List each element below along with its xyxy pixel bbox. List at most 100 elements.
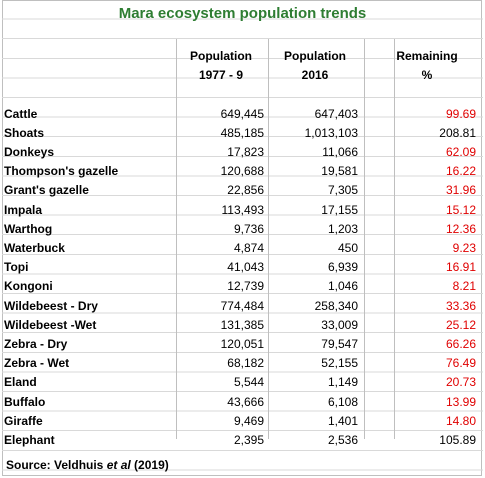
remaining-percent: 13.99 [445,394,476,409]
remaining-percent: 25.12 [445,317,476,332]
species-name: Eland [4,375,37,390]
table-row: Topi 41,043 6,939 16.91 [0,258,481,277]
population-1977: 649,445 [220,106,264,121]
population-2016: 7,305 [327,183,358,198]
population-1977: 12,739 [227,279,264,294]
population-1977: 41,043 [227,260,264,275]
source-citation: Source: Veldhuis et al (2019) [6,458,169,472]
population-1977: 485,185 [220,125,264,140]
population-1977: 120,051 [220,336,264,351]
table-row: Wildebeest -Wet 131,385 33,009 25.12 [0,315,481,334]
population-1977: 113,493 [221,202,265,217]
header-percent: % [421,67,433,82]
header-row-2: 1977 - 9 2016 % [0,65,481,84]
species-name: Elephant [4,432,55,447]
header-row-1: Population Population Remaining [0,46,481,65]
population-1977: 120,688 [220,164,264,179]
remaining-percent: 9.23 [452,240,476,255]
population-2016: 33,009 [321,317,358,332]
source-prefix: Source: Veldhuis [6,458,107,472]
population-1977: 9,736 [233,221,264,236]
population-2016: 52,155 [321,356,358,371]
remaining-percent: 208.81 [439,125,476,140]
species-name: Shoats [4,125,45,140]
table-row: Wildebeest - Dry 774,484 258,340 33.36 [0,296,481,315]
header-year-2016: 2016 [301,67,329,82]
table-row: Zebra - Dry 120,051 79,547 66.26 [0,334,481,353]
population-2016: 17,155 [321,202,358,217]
population-2016: 1,149 [327,375,358,390]
species-name: Impala [4,202,43,217]
remaining-percent: 8.21 [452,279,476,294]
remaining-percent: 15.12 [445,202,476,217]
population-2016: 258,340 [314,298,358,313]
population-2016: 2,536 [327,432,358,447]
remaining-percent: 20.73 [445,375,476,390]
population-1977: 2,395 [233,432,264,447]
population-2016: 11,066 [322,144,358,159]
table-row: Eland 5,544 1,149 20.73 [0,373,481,392]
population-2016: 647,403 [314,106,358,121]
species-name: Buffalo [4,394,46,409]
remaining-percent: 66.26 [445,336,476,351]
table-row: Thompson's gazelle 120,688 19,581 16.22 [0,162,481,181]
population-1977: 774,484 [220,298,264,313]
remaining-percent: 31.96 [445,183,476,198]
species-name: Topi [4,260,29,275]
table-row: Buffalo 43,666 6,108 13.99 [0,392,481,411]
remaining-percent: 14.80 [445,413,476,428]
column-divider [268,39,269,439]
table-row: Warthog 9,736 1,203 12.36 [0,219,481,238]
table-row: Elephant 2,395 2,536 105.89 [0,430,481,449]
population-1977: 4,874 [233,240,264,255]
column-divider [394,39,395,439]
remaining-percent: 16.91 [445,260,476,275]
remaining-percent: 33.36 [445,298,476,313]
header-remaining: Remaining [396,48,458,63]
column-divider [176,39,177,439]
table-row: Cattle 649,445 647,403 99.69 [0,104,481,123]
remaining-percent: 16.22 [445,164,476,179]
population-2016: 1,013,103 [304,125,358,140]
population-1977: 131,385 [220,317,264,332]
header-population-1977: Population [190,48,252,63]
population-1977: 22,856 [227,183,264,198]
population-1977: 43,666 [227,394,264,409]
table-row: Giraffe 9,469 1,401 14.80 [0,411,481,430]
species-name: Waterbuck [4,240,65,255]
remaining-percent: 12.36 [445,221,476,236]
population-2016: 450 [337,240,358,255]
population-1977: 9,469 [233,413,264,428]
remaining-percent: 76.49 [445,356,476,371]
remaining-percent: 62.09 [445,144,476,159]
species-name: Wildebeest - Dry [4,298,98,313]
species-name: Kongoni [4,279,53,294]
population-2016: 1,401 [327,413,358,428]
remaining-percent: 99.69 [445,106,476,121]
population-2016: 6,939 [327,260,358,275]
species-name: Cattle [4,106,38,121]
species-name: Zebra - Dry [4,336,68,351]
population-2016: 1,046 [327,279,358,294]
remaining-percent: 105.89 [439,432,476,447]
population-1977: 17,823 [227,144,264,159]
table-row: Grant's gazelle 22,856 7,305 31.96 [0,181,481,200]
species-name: Wildebeest -Wet [4,317,97,332]
population-2016: 79,547 [321,336,358,351]
species-name: Grant's gazelle [4,183,89,198]
header-population-2016: Population [284,48,346,63]
table-row: Impala 113,493 17,155 15.12 [0,200,481,219]
table-row: Waterbuck 4,874 450 9.23 [0,238,481,257]
population-2016: 19,581 [321,164,358,179]
table-row: Donkeys 17,823 11,066 62.09 [0,142,481,161]
species-name: Giraffe [4,413,43,428]
table-title: Mara ecosystem population trends [118,5,367,22]
table-row: Zebra - Wet 68,182 52,155 76.49 [0,354,481,373]
species-name: Zebra - Wet [4,356,70,371]
population-1977: 68,182 [227,356,264,371]
species-name: Donkeys [4,144,55,159]
source-italic: et al [106,458,131,472]
source-suffix: (2019) [130,458,169,472]
table-row: Kongoni 12,739 1,046 8.21 [0,277,481,296]
